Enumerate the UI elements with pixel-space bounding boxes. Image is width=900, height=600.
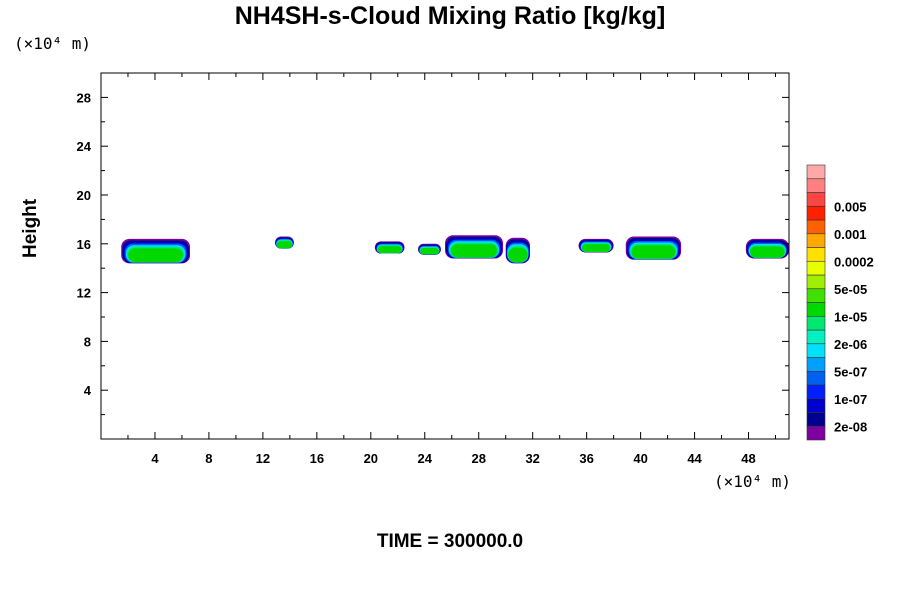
colorbar-label: 5e-05 [834, 282, 867, 297]
cloud-contour-band [276, 241, 292, 249]
y-tick-label: 12 [77, 286, 91, 301]
cloud-contour-band [377, 246, 402, 254]
cloud-region [374, 241, 405, 254]
colorbar-swatch [806, 425, 826, 441]
cloud-region [505, 237, 530, 264]
colorbar-swatch [806, 288, 826, 303]
colorbar-label: 0.005 [834, 199, 867, 214]
x-tick-label: 36 [579, 451, 593, 466]
colorbar-label: 5e-07 [834, 364, 867, 379]
x-axis-ticks: 4 8 12 16 20 24 28 32 36 40 44 48 [127, 73, 777, 466]
cloud-contour-band [508, 247, 528, 263]
x-tick-label: 44 [687, 451, 702, 466]
cloud-contour-band [750, 246, 785, 258]
colorbar-label: 2e-08 [834, 419, 867, 434]
colorbar-swatch [806, 274, 826, 290]
colorbar-swatch [806, 260, 826, 276]
cloud-region [445, 235, 504, 259]
x-tick-label: 32 [525, 451, 539, 466]
x-tick-label: 48 [741, 451, 755, 466]
x-tick-label: 24 [418, 451, 433, 466]
cloud-region [625, 236, 682, 260]
colorbar-label: 2e-06 [834, 337, 867, 352]
time-footer: TIME = 300000.0 [376, 531, 524, 552]
cloud-contour-band [420, 248, 439, 255]
plot-frame [100, 72, 790, 440]
colorbar-swatch [806, 370, 826, 386]
cloud-layers [121, 235, 789, 264]
x-tick-label: 28 [471, 451, 485, 466]
colorbar-swatch [806, 343, 826, 358]
cloud-contour-band [128, 248, 183, 263]
y-tick-label: 20 [77, 188, 91, 203]
y-tick-label: 28 [77, 90, 91, 105]
colorbar-label: 1e-05 [834, 309, 867, 324]
colorbar-swatch [806, 412, 826, 427]
y-tick-label: 4 [84, 383, 92, 398]
chart-title: NH4SH-s-Cloud Mixing Ratio [kg/kg] [234, 2, 666, 30]
y-axis-ticks: 4 8 12 16 20 24 28 [77, 90, 789, 416]
colorbar-swatch [806, 384, 826, 400]
cloud-region [418, 243, 441, 255]
y-axis-unit-label: (×10⁴ m) [14, 34, 92, 53]
x-axis-unit-label: (×10⁴ m) [714, 472, 792, 491]
colorbar-swatch [806, 219, 826, 235]
cloud-region [121, 238, 191, 264]
x-tick-label: 16 [310, 451, 324, 466]
x-tick-label: 20 [364, 451, 378, 466]
y-tick-label: 24 [77, 139, 92, 154]
x-tick-label: 40 [633, 451, 647, 466]
x-tick-label: 8 [205, 451, 212, 466]
colorbar-label: 0.0002 [834, 254, 874, 269]
colorbar: 2e-08 1e-07 5e-07 2e-06 1e-05 5e-05 0.0002 0.00… [806, 164, 874, 441]
cloud-contour-band [582, 244, 611, 252]
y-tick-label: 8 [84, 334, 91, 349]
x-tick-label: 12 [256, 451, 270, 466]
cloud-region [578, 238, 614, 253]
colorbar-swatch [806, 247, 826, 262]
colorbar-swatch [806, 329, 826, 345]
colorbar-swatch [806, 302, 826, 317]
cloud-region [275, 236, 294, 249]
cloud-region [745, 238, 789, 259]
colorbar-swatch [806, 178, 826, 193]
y-tick-label: 16 [77, 237, 91, 252]
x-tick-label: 4 [151, 451, 159, 466]
colorbar-label: 0.001 [834, 227, 867, 242]
colorbar-swatch [806, 233, 826, 248]
colorbar-swatch [806, 192, 826, 207]
colorbar-swatch [806, 315, 826, 331]
cloud-contour-band [450, 244, 498, 258]
colorbar-swatch [806, 357, 826, 372]
cloud-contour-band [631, 245, 676, 259]
colorbar-label: 1e-07 [834, 392, 867, 407]
colorbar-swatch [806, 205, 826, 221]
colorbar-swatch [806, 164, 826, 180]
colorbar-swatch [806, 398, 826, 413]
